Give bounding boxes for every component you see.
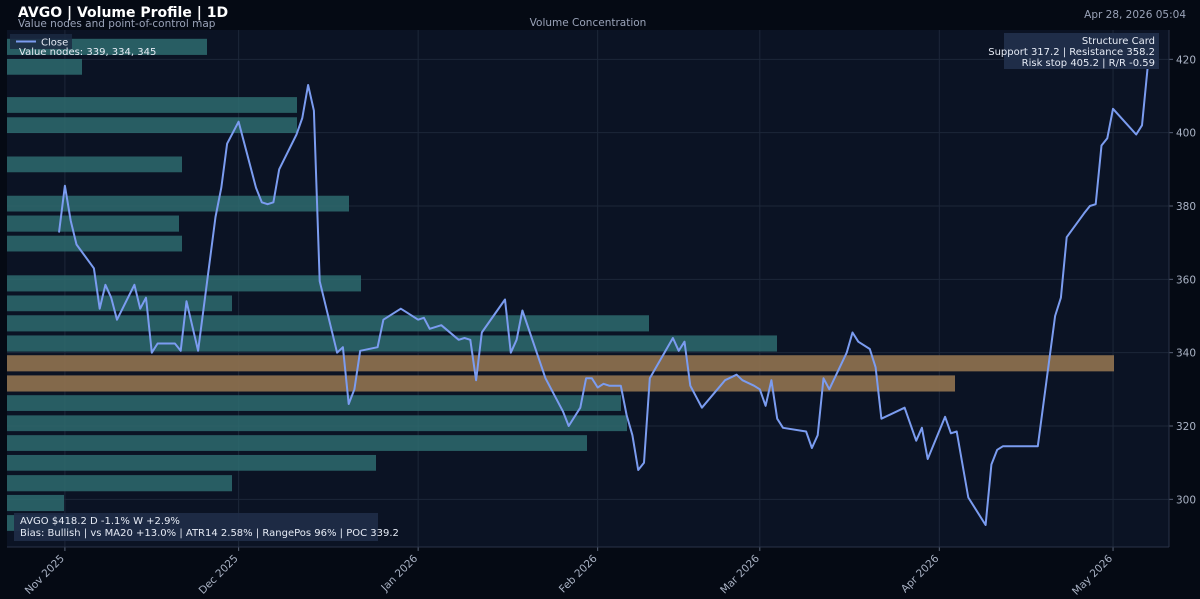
legend: Close: [10, 34, 72, 49]
structure-card-title: Structure Card: [1082, 36, 1155, 47]
volume-bar: [7, 58, 82, 75]
volume-bar: [7, 315, 649, 332]
y-tick-label: 400: [1176, 128, 1196, 140]
volume-bar: [7, 415, 627, 432]
value-nodes-text: Value nodes: 339, 334, 345: [19, 47, 156, 58]
poc-bar: [7, 355, 1114, 372]
structure-card-line1: Support 317.2 | Resistance 358.2: [988, 47, 1155, 58]
summary-box-bg: [14, 513, 378, 541]
y-tick-label: 380: [1176, 201, 1196, 213]
x-tick-label: Apr 2026: [899, 552, 942, 595]
volume-bar: [7, 295, 232, 312]
x-tick-label: Mar 2026: [718, 552, 762, 596]
y-tick-label: 300: [1176, 494, 1196, 506]
y-tick-label: 360: [1176, 274, 1196, 286]
summary-box: AVGO $418.2 D -1.1% W +2.9% Bias: Bullis…: [14, 513, 399, 541]
volume-bar: [7, 195, 349, 212]
legend-label: Close: [41, 38, 68, 49]
summary-line2: Bias: Bullish | vs MA20 +13.0% | ATR14 2…: [20, 528, 399, 539]
volume-bar: [7, 435, 587, 451]
volume-profile-bars: [7, 38, 1114, 531]
legend-box: [10, 34, 72, 49]
volume-bar: [7, 117, 297, 134]
timestamp: Apr 28, 2026 05:04: [1084, 9, 1186, 21]
poc-bar: [7, 375, 955, 392]
x-tick-label: Jan 2026: [378, 552, 420, 594]
volume-bar: [7, 275, 361, 292]
volume-bar: [7, 454, 376, 471]
x-tick-label: May 2026: [1070, 552, 1115, 597]
structure-card-line2: Risk stop 405.2 | R/R -0.59: [1022, 58, 1155, 69]
volume-bar: [7, 335, 777, 352]
x-tick-label: Dec 2025: [197, 553, 241, 597]
structure-card: Structure Card Support 317.2 | Resistanc…: [988, 33, 1159, 69]
volume-bar: [7, 215, 179, 232]
volume-bar: [7, 97, 297, 113]
volume-bar: [7, 235, 182, 252]
volume-bar: [7, 395, 621, 411]
y-tick-label: 420: [1176, 54, 1196, 66]
y-tick-label: 340: [1176, 348, 1196, 360]
volume-bar: [7, 494, 64, 512]
structure-card-box: [1004, 33, 1159, 69]
volume-bar: [7, 475, 232, 492]
x-tick-label: Nov 2025: [23, 553, 67, 597]
y-tick-label: 320: [1176, 421, 1196, 433]
chart-header-title: AVGO | Volume Profile | 1D: [18, 5, 228, 21]
chart-header-subtitle: Value nodes and point-of-control map: [18, 18, 216, 30]
close-price-line: [58, 64, 1149, 526]
price-series: [58, 64, 1149, 526]
volume-bar: [7, 156, 182, 173]
summary-line1: AVGO $418.2 D -1.1% W +2.9%: [20, 516, 180, 527]
x-tick-label: Feb 2026: [557, 552, 600, 595]
plot-title: Volume Concentration: [530, 17, 647, 29]
